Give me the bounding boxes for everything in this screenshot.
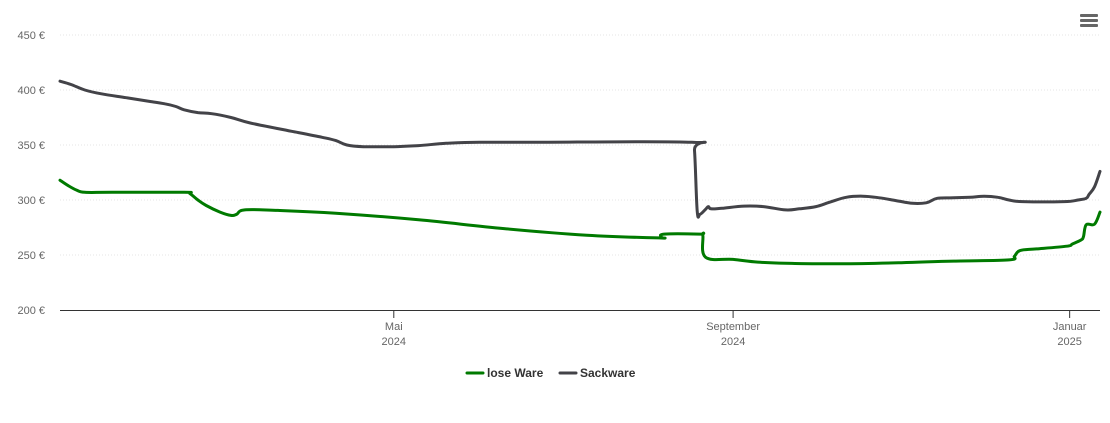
y-tick-label: 250 € [17,250,45,262]
series-line-lose-ware[interactable] [58,178,1102,266]
grid-lines [60,34,1100,256]
y-axis-labels: 200 € 250 € 300 € 350 € 400 € 450 € [17,30,45,317]
y-tick-label: 450 € [17,30,45,42]
x-axis-ticks: Mai 2024 September 2024 Januar 2025 [382,310,1087,348]
x-tick-label-month: Mai [385,321,403,333]
menu-bar [1080,24,1098,27]
x-tick-label-month: September [706,321,760,333]
legend[interactable]: lose Ware Sackware [465,366,636,380]
y-tick-label: 400 € [17,85,45,97]
menu-bar [1080,19,1098,22]
menu-bar [1080,14,1098,17]
series-line-sackware[interactable] [58,79,1102,219]
x-tick-label-year: 2024 [382,336,406,348]
y-tick-label: 300 € [17,195,45,207]
legend-item-sackware[interactable]: Sackware [558,366,636,380]
series-lines [58,79,1102,266]
x-tick-label-month: Januar [1053,321,1087,333]
legend-item-lose-ware[interactable]: lose Ware [465,366,544,380]
y-tick-label: 350 € [17,140,45,152]
hamburger-menu-icon[interactable] [1078,12,1100,32]
y-tick-label: 200 € [17,305,45,317]
x-tick-label-year: 2024 [721,336,745,348]
legend-label: lose Ware [487,366,544,380]
legend-label: Sackware [580,366,636,380]
x-tick-label-year: 2025 [1057,336,1081,348]
